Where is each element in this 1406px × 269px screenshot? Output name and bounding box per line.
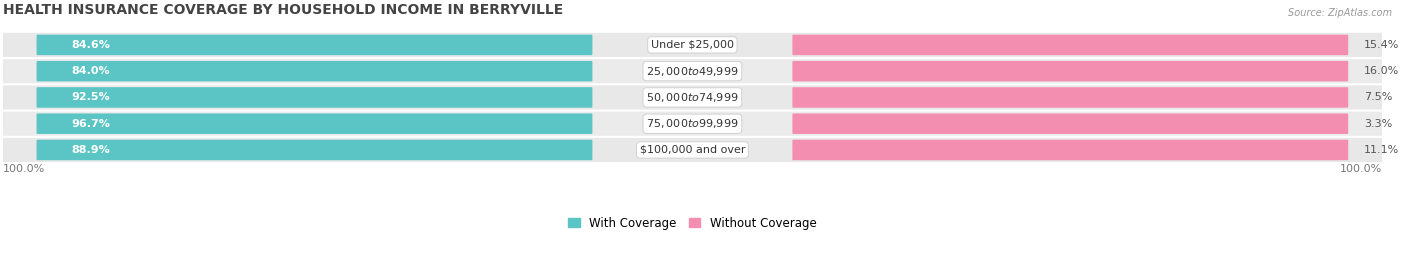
Text: 96.7%: 96.7%: [72, 119, 111, 129]
FancyBboxPatch shape: [37, 35, 592, 55]
Text: 100.0%: 100.0%: [1340, 164, 1382, 174]
Text: 92.5%: 92.5%: [72, 93, 110, 102]
Text: 100.0%: 100.0%: [3, 164, 45, 174]
Text: $25,000 to $49,999: $25,000 to $49,999: [647, 65, 738, 78]
FancyBboxPatch shape: [793, 114, 1348, 134]
Text: $75,000 to $99,999: $75,000 to $99,999: [647, 117, 738, 130]
FancyBboxPatch shape: [793, 140, 1348, 160]
Text: Source: ZipAtlas.com: Source: ZipAtlas.com: [1288, 8, 1392, 18]
Legend: With Coverage, Without Coverage: With Coverage, Without Coverage: [564, 212, 821, 234]
Text: HEALTH INSURANCE COVERAGE BY HOUSEHOLD INCOME IN BERRYVILLE: HEALTH INSURANCE COVERAGE BY HOUSEHOLD I…: [3, 3, 562, 17]
Text: $100,000 and over: $100,000 and over: [640, 145, 745, 155]
FancyBboxPatch shape: [793, 61, 1348, 82]
FancyBboxPatch shape: [3, 138, 1382, 162]
Text: 3.3%: 3.3%: [1364, 119, 1392, 129]
FancyBboxPatch shape: [793, 87, 1348, 108]
Text: 88.9%: 88.9%: [72, 145, 111, 155]
Text: $50,000 to $74,999: $50,000 to $74,999: [647, 91, 738, 104]
FancyBboxPatch shape: [37, 140, 592, 160]
Text: 84.6%: 84.6%: [72, 40, 111, 50]
Text: 7.5%: 7.5%: [1364, 93, 1392, 102]
Text: 15.4%: 15.4%: [1364, 40, 1399, 50]
Text: Under $25,000: Under $25,000: [651, 40, 734, 50]
FancyBboxPatch shape: [793, 35, 1348, 55]
Text: 11.1%: 11.1%: [1364, 145, 1399, 155]
FancyBboxPatch shape: [3, 59, 1382, 83]
FancyBboxPatch shape: [3, 85, 1382, 109]
Text: 16.0%: 16.0%: [1364, 66, 1399, 76]
FancyBboxPatch shape: [3, 112, 1382, 136]
FancyBboxPatch shape: [37, 87, 592, 108]
FancyBboxPatch shape: [37, 61, 592, 82]
FancyBboxPatch shape: [3, 33, 1382, 57]
Text: 84.0%: 84.0%: [72, 66, 110, 76]
FancyBboxPatch shape: [37, 114, 592, 134]
